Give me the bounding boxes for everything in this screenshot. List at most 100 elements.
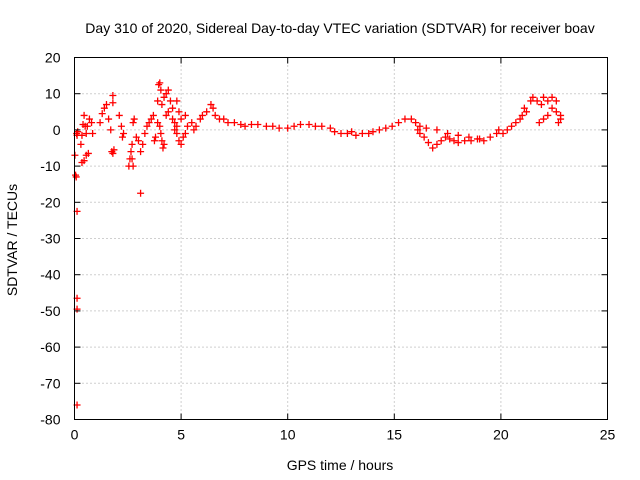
y-tick-label: 20 <box>45 50 61 66</box>
data-point <box>139 140 147 148</box>
x-axis-label: GPS time / hours <box>287 457 394 473</box>
data-point <box>198 111 206 119</box>
data-point <box>495 126 503 134</box>
data-point <box>84 149 92 157</box>
data-point <box>275 124 283 132</box>
data-point <box>143 122 151 130</box>
data-point <box>467 137 475 145</box>
data-point <box>169 104 177 112</box>
data-point <box>375 126 383 134</box>
data-point <box>548 93 556 101</box>
data-point <box>156 122 164 130</box>
data-point <box>88 119 96 127</box>
data-point <box>169 115 177 123</box>
data-point <box>83 122 91 130</box>
y-tick-label: -70 <box>40 375 60 391</box>
data-point <box>117 122 125 130</box>
data-point <box>181 130 189 138</box>
data-point <box>476 135 484 143</box>
data-point <box>388 122 396 130</box>
data-point <box>196 115 204 123</box>
data-point <box>74 128 82 136</box>
data-point <box>98 110 106 118</box>
data-point <box>516 115 524 123</box>
data-point <box>522 108 530 116</box>
data-point <box>503 126 511 134</box>
x-tick-label: 25 <box>600 427 616 443</box>
data-point <box>290 122 298 130</box>
data-point <box>520 104 528 112</box>
data-point <box>188 119 196 127</box>
data-point <box>454 139 462 147</box>
data-point <box>441 133 449 141</box>
data-point <box>230 119 238 127</box>
data-point <box>305 120 313 128</box>
data-point <box>190 126 198 134</box>
data-point <box>141 130 149 138</box>
data-point <box>429 144 437 152</box>
y-tick-label: -80 <box>40 412 60 428</box>
data-point <box>105 115 113 123</box>
data-point <box>132 133 140 141</box>
data-point <box>173 122 181 130</box>
data-point <box>192 122 200 130</box>
data-point <box>171 126 179 134</box>
y-tick-label: -20 <box>40 194 60 210</box>
y-axis-ticks: -80 -70 -60 -50 -40 -30 -20 -10 0 10 20 <box>40 50 608 428</box>
data-point <box>109 99 117 107</box>
data-point <box>247 120 255 128</box>
data-point <box>128 155 136 163</box>
y-tick-label: -50 <box>40 303 60 319</box>
data-point <box>164 86 172 94</box>
data-point <box>154 97 162 105</box>
data-point <box>137 189 145 197</box>
x-tick-label: 0 <box>71 427 79 443</box>
data-point <box>203 108 211 116</box>
data-point <box>177 140 185 148</box>
data-point <box>544 97 552 105</box>
data-point <box>211 111 219 119</box>
data-point <box>160 93 168 101</box>
data-point <box>529 93 537 101</box>
data-point <box>433 140 441 148</box>
data-point <box>416 122 424 130</box>
data-point <box>544 111 552 119</box>
data-point <box>85 115 93 123</box>
data-point <box>241 122 249 130</box>
data-point <box>331 128 339 136</box>
data-point <box>89 130 97 138</box>
data-point <box>537 101 545 109</box>
data-point <box>269 122 277 130</box>
data-point <box>152 133 160 141</box>
data-point <box>100 104 108 112</box>
data-point <box>512 119 520 127</box>
data-point <box>107 126 115 134</box>
data-point <box>348 128 356 136</box>
data-point <box>160 140 168 148</box>
x-tick-label: 20 <box>493 427 509 443</box>
data-point <box>110 146 118 154</box>
data-point <box>424 139 432 147</box>
chart-title: Day 310 of 2020, Sidereal Day-to-day VTE… <box>85 20 594 36</box>
data-point <box>171 119 179 127</box>
data-point <box>365 130 373 138</box>
data-point <box>130 115 138 123</box>
data-point <box>82 130 90 138</box>
data-point <box>162 90 170 98</box>
data-point <box>128 140 136 148</box>
data-point <box>527 97 535 105</box>
x-tick-label: 15 <box>387 427 403 443</box>
data-point <box>554 119 562 127</box>
data-point <box>183 122 191 130</box>
data-point <box>162 111 170 119</box>
data-point <box>127 148 135 156</box>
data-point <box>115 111 123 119</box>
data-point <box>533 97 541 105</box>
data-point <box>461 137 469 145</box>
data-point <box>437 137 445 145</box>
data-point <box>326 124 334 132</box>
data-point <box>173 130 181 138</box>
data-point <box>147 115 155 123</box>
data-point <box>156 79 164 87</box>
data-point <box>557 115 565 123</box>
